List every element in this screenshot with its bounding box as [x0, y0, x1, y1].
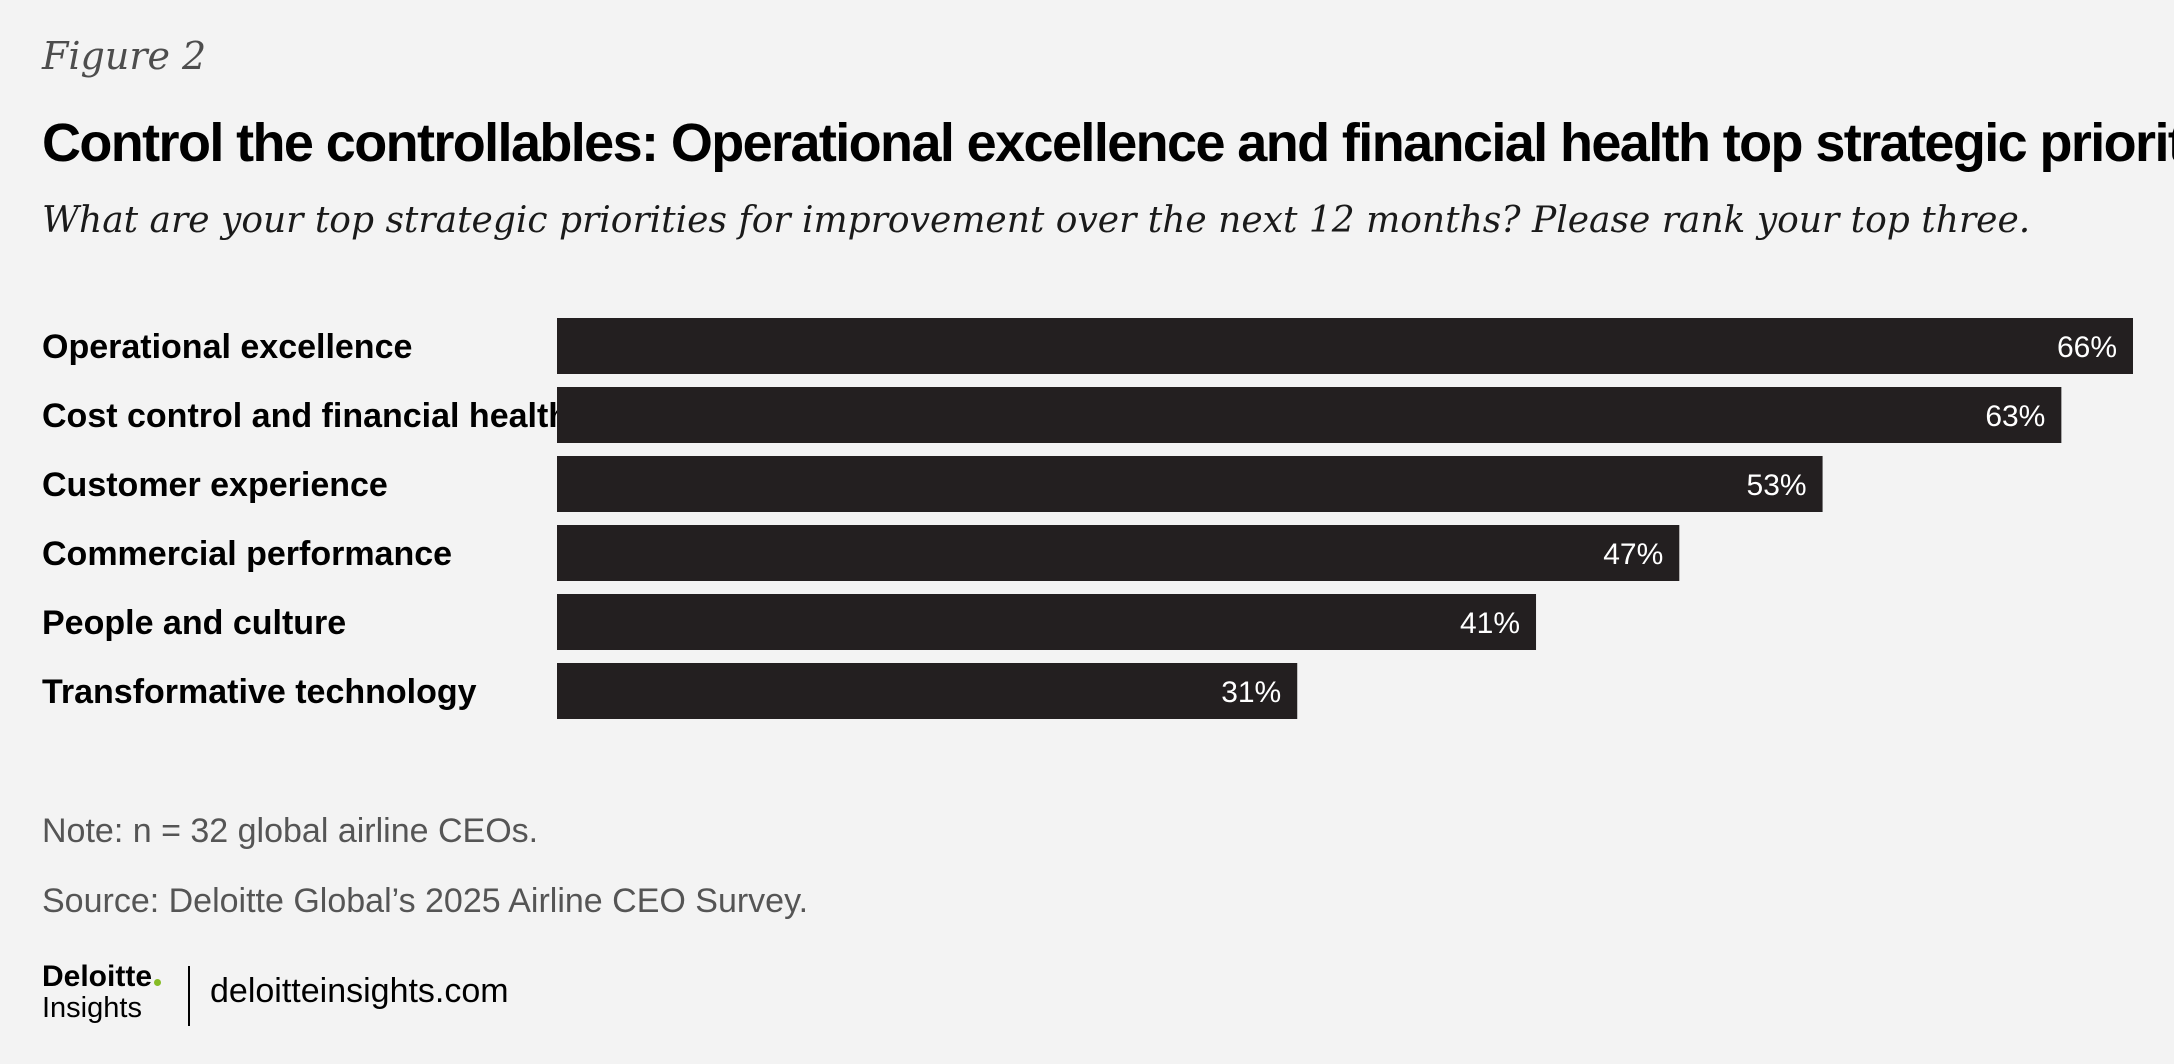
bar	[557, 663, 1298, 719]
value-label: 31%	[1221, 676, 1281, 709]
chart-title: Control the controllables: Operational e…	[42, 113, 2174, 173]
chart-subtitle: What are your top strategic priorities f…	[42, 200, 2031, 241]
deloitte-insights-logo: Deloitte Insights	[42, 962, 162, 1026]
chart-note: Note: n = 32 global airline CEOs.	[42, 812, 539, 850]
category-label: People and culture	[42, 604, 346, 642]
category-label: Customer experience	[42, 466, 388, 504]
figure-label: Figure 2	[42, 34, 207, 78]
category-label: Operational excellence	[42, 328, 412, 366]
bar	[557, 387, 2062, 443]
value-label: 41%	[1460, 607, 1520, 640]
bar-chart: Operational excellence 66% Cost control an…	[42, 318, 2133, 719]
logo-dot-icon	[154, 979, 162, 986]
category-label: Cost control and financial health	[42, 397, 569, 435]
bar	[557, 456, 1823, 512]
category-label: Commercial performance	[42, 535, 452, 573]
footer-divider	[188, 966, 190, 1026]
bar	[557, 594, 1537, 650]
bar	[557, 318, 2133, 374]
value-label: 63%	[1985, 400, 2045, 433]
site-link[interactable]: deloitteinsights.com	[210, 972, 509, 1010]
bar	[557, 525, 1680, 581]
value-label: 47%	[1603, 538, 1663, 571]
value-label: 66%	[2057, 331, 2117, 364]
logo-brand: Deloitte	[42, 962, 162, 992]
value-label: 53%	[1747, 469, 1807, 502]
category-label: Transformative technology	[42, 673, 477, 711]
chart-source: Source: Deloitte Global’s 2025 Airline C…	[42, 882, 809, 920]
logo-sub: Insights	[42, 992, 142, 1024]
